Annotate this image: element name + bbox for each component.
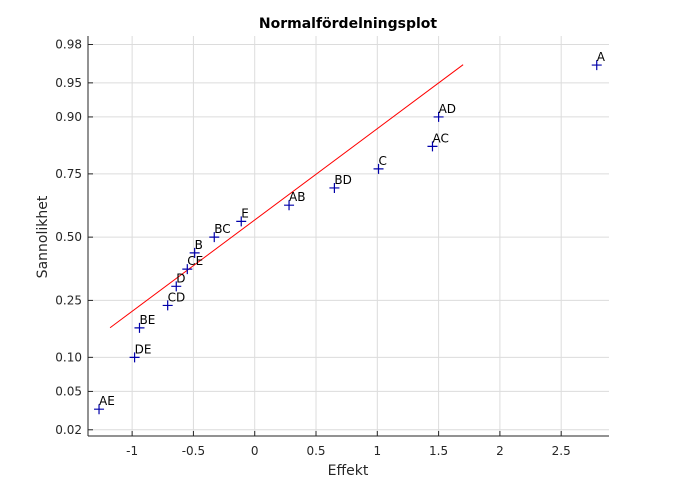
data-points: AE DE BE CD DCE B BC E AB BD C AC AD A bbox=[94, 50, 606, 415]
data-point-d: D bbox=[171, 271, 186, 292]
point-label: A bbox=[597, 50, 606, 64]
y-axis-label: Sannolikhet bbox=[35, 195, 51, 278]
plus-marker bbox=[591, 60, 602, 71]
y-tick-label: 0.02 bbox=[55, 423, 82, 437]
data-point-c: C bbox=[373, 154, 387, 174]
data-point-b: B bbox=[189, 238, 203, 258]
data-point-bd: BD bbox=[329, 173, 352, 193]
x-tick-label: 0.5 bbox=[306, 444, 325, 458]
point-label: E bbox=[241, 206, 249, 220]
x-tick-label: 0 bbox=[251, 444, 259, 458]
point-label: B bbox=[195, 238, 203, 252]
y-tick-label: 0.25 bbox=[55, 293, 82, 307]
plus-marker bbox=[182, 264, 193, 275]
x-axis-label: Effekt bbox=[328, 463, 369, 479]
plus-marker bbox=[427, 141, 438, 152]
data-point-ac: AC bbox=[427, 131, 449, 152]
data-point-ae: AE bbox=[94, 394, 115, 415]
plus-marker bbox=[209, 232, 220, 243]
plus-marker bbox=[236, 216, 247, 227]
point-label: CE bbox=[187, 254, 203, 268]
x-tick-label: 2 bbox=[496, 444, 504, 458]
point-label: C bbox=[379, 154, 387, 168]
y-tick-label: 0.75 bbox=[55, 167, 82, 181]
y-tick-label: 0.95 bbox=[55, 76, 82, 90]
point-label: BC bbox=[214, 222, 230, 236]
plus-marker bbox=[373, 163, 384, 174]
data-point-e: E bbox=[236, 206, 249, 227]
data-point-cd: CD bbox=[162, 290, 186, 311]
x-tick-label: 1 bbox=[373, 444, 381, 458]
data-point-ad: AD bbox=[433, 102, 456, 122]
chart-title: Normalfördelningsplot bbox=[259, 16, 438, 32]
point-label: BE bbox=[139, 313, 155, 327]
point-label: AB bbox=[289, 190, 305, 204]
y-tick-label: 0.98 bbox=[55, 38, 82, 52]
reference-line bbox=[109, 64, 464, 329]
x-tick-label: 1.5 bbox=[429, 444, 448, 458]
point-label: AC bbox=[432, 131, 448, 145]
point-label: CD bbox=[168, 290, 186, 304]
point-label: D bbox=[176, 271, 185, 285]
data-point-be: BE bbox=[134, 313, 155, 333]
grid-lines bbox=[88, 36, 609, 436]
y-tick-label: 0.90 bbox=[55, 110, 82, 124]
plus-marker bbox=[134, 322, 145, 333]
plus-marker bbox=[329, 182, 340, 193]
point-label: DE bbox=[135, 342, 152, 356]
plus-marker bbox=[189, 247, 200, 258]
y-tick-label: 0.10 bbox=[55, 350, 82, 364]
point-label: AE bbox=[99, 394, 115, 408]
data-point-ce: CE bbox=[182, 254, 203, 275]
x-tick-label: -1 bbox=[126, 444, 138, 458]
plus-marker bbox=[129, 352, 140, 363]
y-tick-label: 0.05 bbox=[55, 384, 82, 398]
x-tick-label: 2.5 bbox=[552, 444, 571, 458]
plus-marker bbox=[284, 200, 295, 211]
point-label: AD bbox=[439, 102, 456, 116]
x-tick-label: -0.5 bbox=[182, 444, 205, 458]
plus-marker bbox=[94, 404, 105, 415]
point-label: BD bbox=[334, 173, 351, 187]
plus-marker bbox=[171, 281, 182, 292]
data-point-ab: AB bbox=[284, 190, 305, 211]
plus-marker bbox=[162, 300, 173, 311]
data-point-bc: BC bbox=[209, 222, 231, 243]
data-point-a: A bbox=[591, 50, 606, 71]
axes: -1 -0.5 0 0.5 1 1.5 2 2.5 0.02 0.05 0.10 0.25 0.50 0.… bbox=[55, 36, 609, 458]
data-point-de: DE bbox=[129, 342, 152, 363]
y-tick-label: 0.50 bbox=[55, 230, 82, 244]
plus-marker bbox=[433, 111, 444, 122]
reference-line-group bbox=[109, 64, 464, 329]
